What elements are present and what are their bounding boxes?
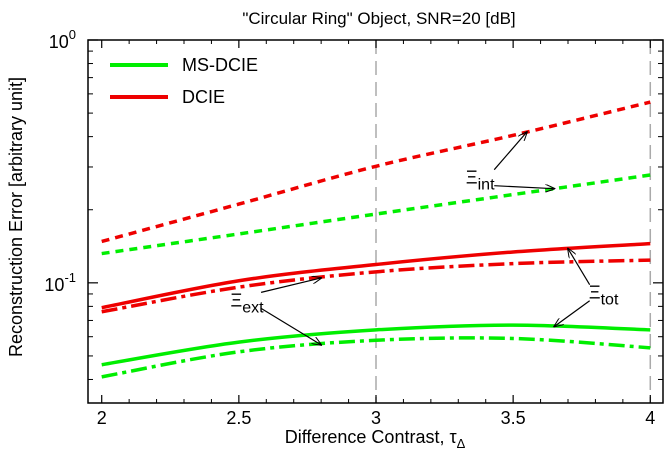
x-tick-label: 3.5 [501, 408, 526, 428]
annotation-arrow [260, 278, 321, 293]
y-axis-label: Reconstruction Error [arbitrary unit] [6, 77, 26, 357]
x-axis-label: Difference Contrast, τΔ [285, 427, 466, 450]
y-tick-exponent: -1 [64, 270, 76, 285]
ms-dcie-ext-line [101, 336, 651, 379]
x-tick-label: 2.5 [226, 408, 251, 428]
y-tick-label: 10-1 [44, 270, 76, 295]
chart-title: "Circular Ring" Object, SNR=20 [dB] [242, 9, 515, 28]
y-tick-base: 10 [49, 32, 69, 52]
x-tick-label: 3 [371, 408, 381, 428]
y-tick-exponent: 0 [69, 27, 76, 42]
x-tick-label: 2 [97, 408, 107, 428]
y-tick-label: 100 [49, 27, 76, 52]
x-axis-label-main: Difference Contrast, τ [285, 427, 457, 447]
legend-label: MS-DCIE [182, 55, 258, 75]
reference-lines [375, 40, 652, 403]
annotation-subscript: int [478, 177, 495, 194]
annotation-label-tot: Ξtot [589, 283, 619, 309]
x-axis-label-sub: Δ [457, 436, 466, 450]
annotation-symbol: Ξ [231, 290, 243, 310]
legend: MS-DCIE DCIE [110, 55, 258, 107]
ms-dcie-int-line [101, 173, 651, 256]
annotation-arrow [494, 186, 554, 189]
dcie-ext-line [101, 258, 651, 314]
annotation-symbol: Ξ [589, 283, 601, 303]
x-tick-labels: 2 2.5 3 3.5 4 [97, 408, 656, 428]
annotation-subscript: ext [242, 299, 264, 316]
annotation-arrow [260, 307, 321, 345]
annotation-symbol: Ξ [466, 168, 478, 188]
plot-frame [87, 39, 664, 404]
annotation-label-ext: Ξext [231, 290, 265, 316]
annotation-arrow [493, 132, 527, 171]
annotation-arrow [568, 249, 591, 286]
y-tick-base: 10 [44, 275, 64, 295]
annotation-label-int: Ξint [466, 168, 495, 194]
annotation-arrow [554, 300, 591, 327]
legend-label: DCIE [182, 87, 225, 107]
dcie-tot-line [101, 241, 651, 310]
x-tick-label: 4 [645, 408, 655, 428]
dcie-int-line [101, 100, 651, 244]
annotation-subscript: tot [601, 292, 619, 309]
